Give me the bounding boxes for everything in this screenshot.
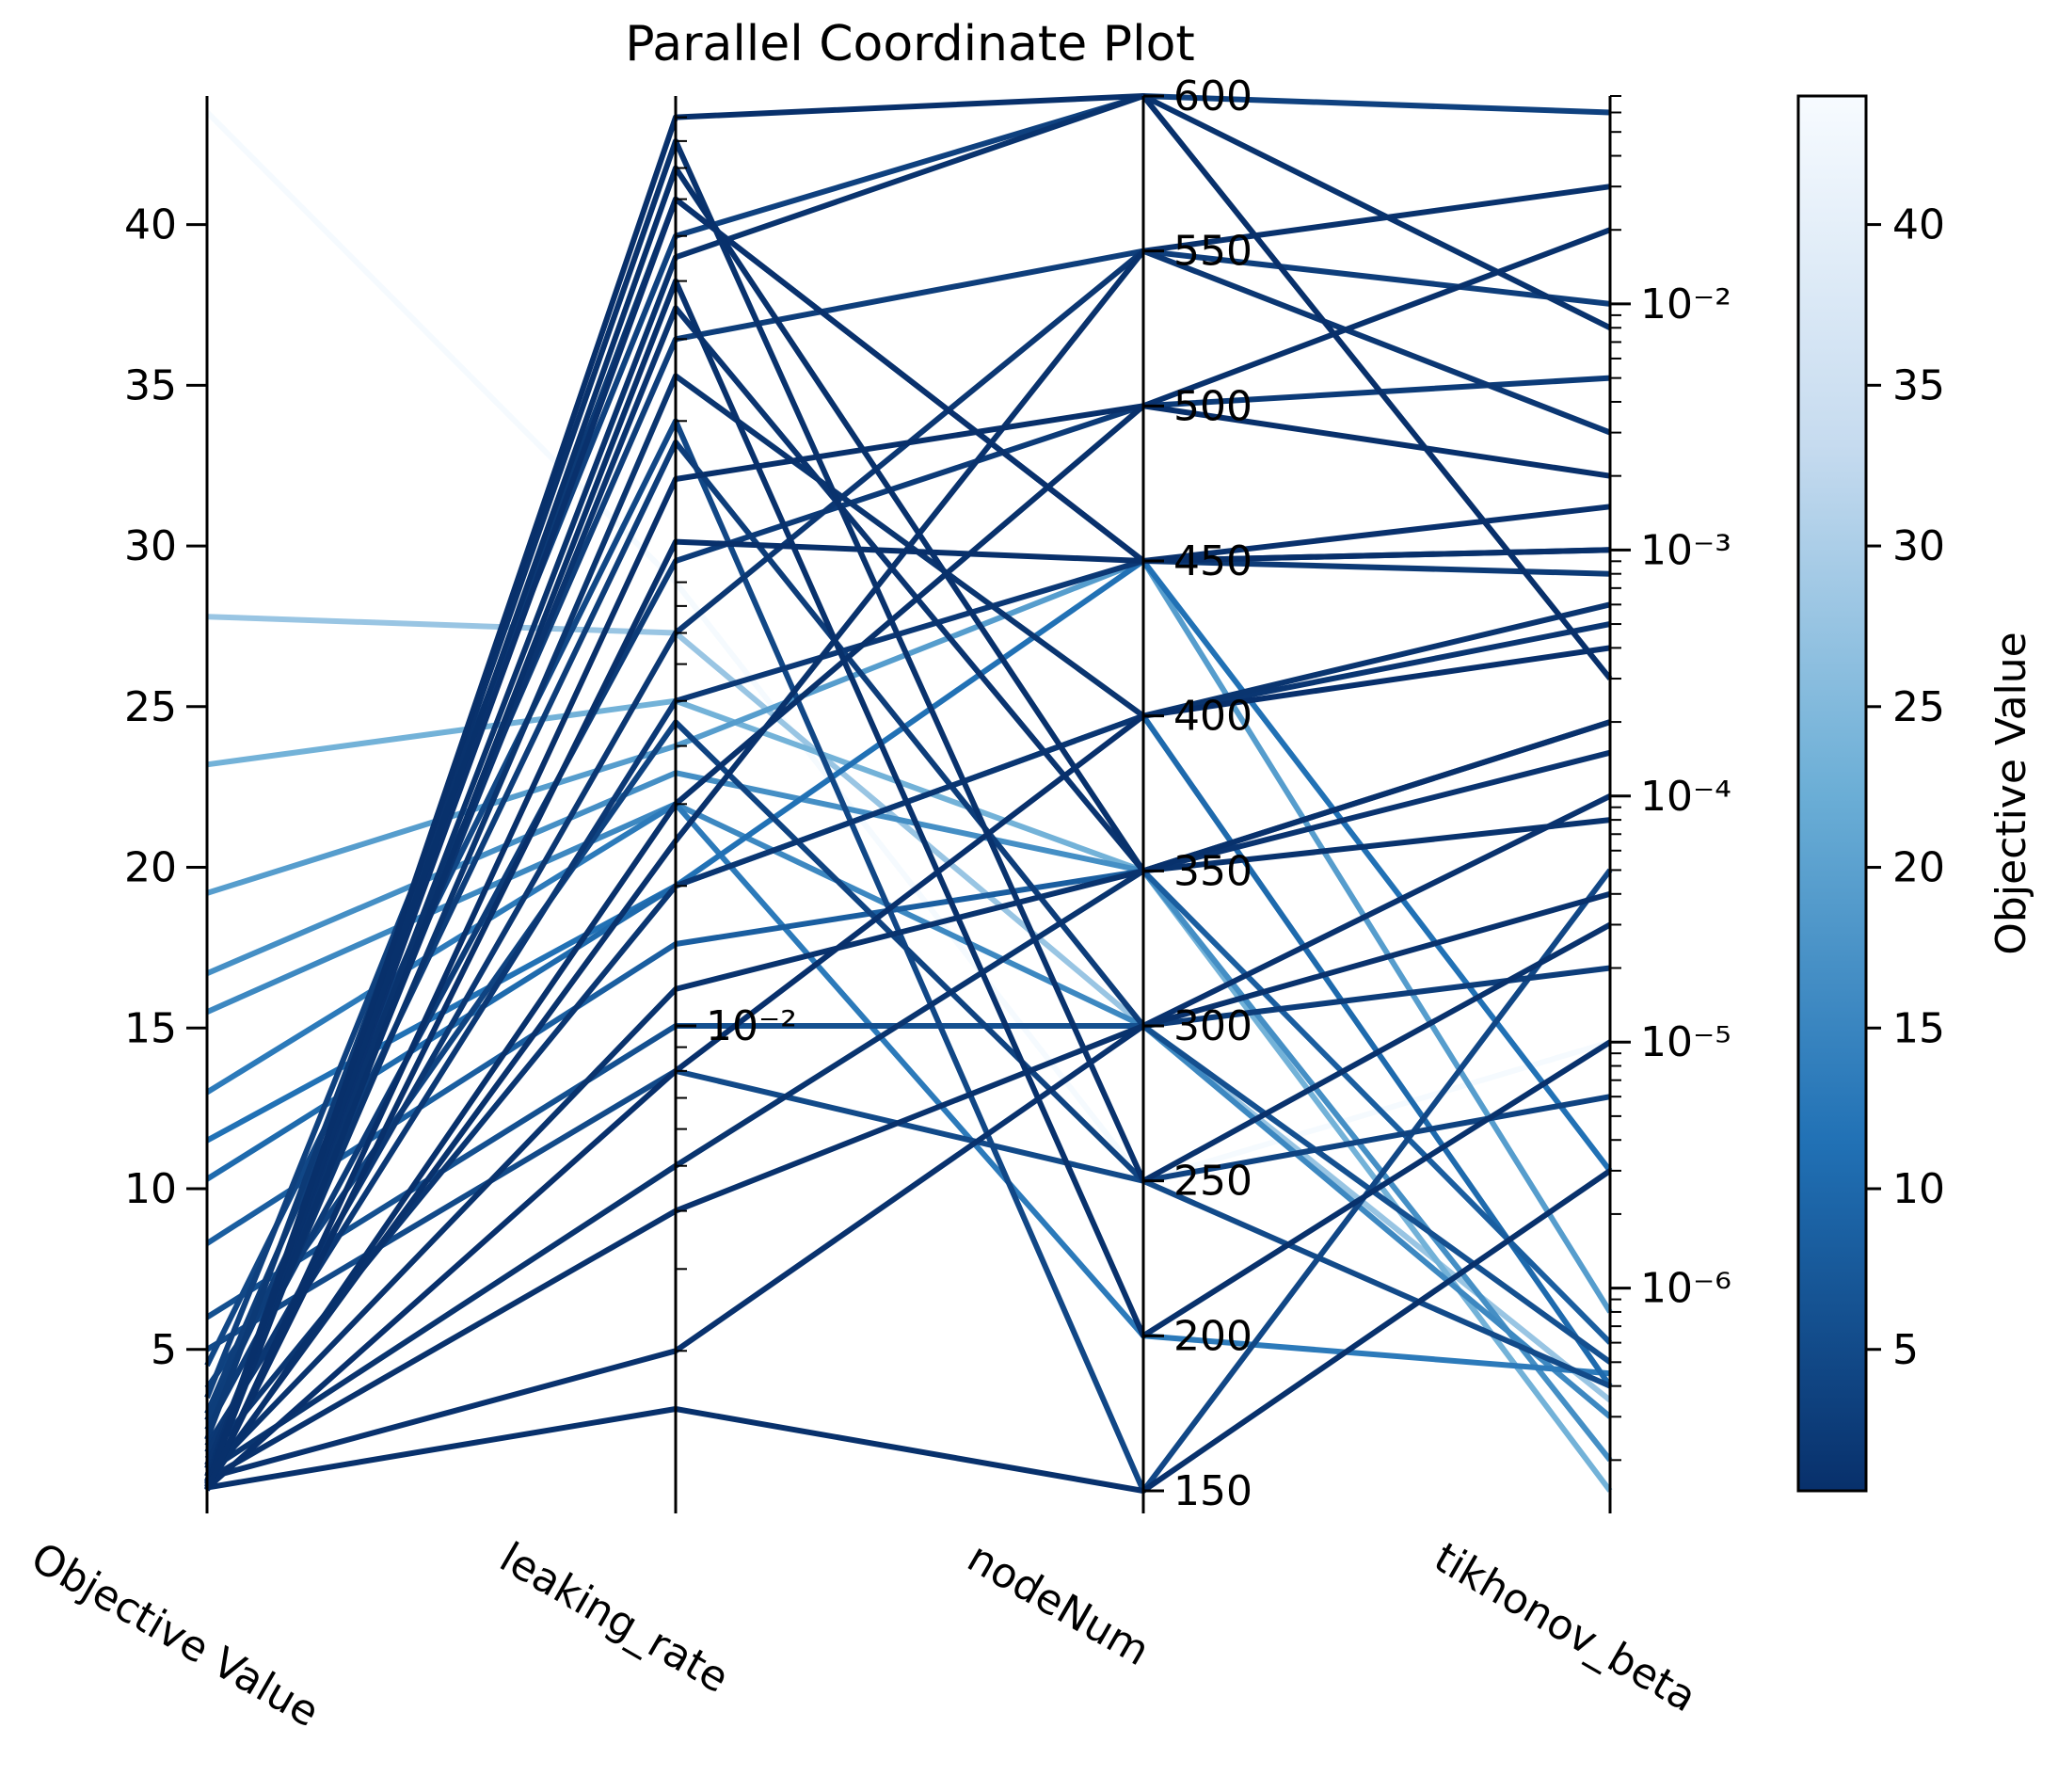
tick-label: 10⁻² bbox=[706, 1002, 797, 1050]
tick-label: 10⁻⁶ bbox=[1640, 1265, 1731, 1313]
colorbar-label: Objective Value bbox=[1987, 632, 2035, 954]
trial-line bbox=[205, 801, 1611, 1377]
trial-line bbox=[206, 614, 1612, 1403]
trial-line bbox=[204, 439, 1611, 1422]
trial-line bbox=[204, 109, 1611, 1184]
axis-name-label: tikhonov_beta bbox=[1427, 1533, 1705, 1721]
trial-line bbox=[205, 645, 1611, 1491]
colorbar-tick-label: 5 bbox=[1892, 1326, 1919, 1374]
colorbar-tick-label: 25 bbox=[1892, 683, 1945, 731]
tick-label: 15 bbox=[124, 1004, 177, 1052]
colorbar-gradient bbox=[1796, 94, 1868, 1493]
trial-line bbox=[205, 890, 1611, 1482]
colorbar-tick-label: 35 bbox=[1892, 361, 1945, 409]
tick-label: 450 bbox=[1173, 537, 1252, 585]
trial-line bbox=[206, 1168, 1612, 1494]
trial-line bbox=[204, 621, 1611, 1461]
colorbar-tick-label: 20 bbox=[1892, 844, 1945, 892]
trial-line bbox=[204, 375, 1611, 1432]
trial-line bbox=[205, 712, 1613, 1388]
trial-line bbox=[204, 227, 1612, 1488]
trial-line bbox=[205, 801, 1612, 1419]
trial-line bbox=[204, 403, 1611, 1492]
trial-line bbox=[204, 93, 1612, 1478]
trial-line bbox=[204, 719, 1611, 1390]
tick-label: 20 bbox=[124, 844, 177, 892]
trial-line bbox=[204, 184, 1611, 1483]
tick-label: 10⁻⁵ bbox=[1640, 1018, 1731, 1066]
trial-line bbox=[204, 248, 1612, 1454]
axis-objective-value: 5 10 15 20 25 30 35 40 Objective Value bbox=[24, 96, 327, 1736]
axis-name-label: Objective Value bbox=[24, 1533, 327, 1736]
axis-name-label: nodeNum bbox=[960, 1533, 1157, 1675]
trial-line bbox=[206, 793, 1612, 1481]
trial-line bbox=[204, 817, 1611, 1477]
tick-label: 150 bbox=[1173, 1467, 1252, 1515]
trial-line bbox=[204, 538, 1611, 1491]
tick-label: 30 bbox=[124, 522, 177, 570]
tick-label: 10 bbox=[124, 1165, 177, 1213]
parallel-axes: 5 10 15 20 25 30 35 40 Objective Value 10⁻² leakin… bbox=[24, 72, 1731, 1736]
tick-label: 300 bbox=[1173, 1002, 1252, 1050]
colorbar-tick-label: 40 bbox=[1892, 201, 1945, 249]
trial-line bbox=[204, 196, 1611, 1484]
tick-label: 500 bbox=[1173, 382, 1252, 430]
trial-line bbox=[204, 547, 1611, 1448]
chart-title: Parallel Coordinate Plot bbox=[625, 16, 1195, 72]
tick-label: 10⁻⁴ bbox=[1640, 773, 1731, 821]
trial-line bbox=[204, 165, 1611, 1488]
colorbar: Objective Value 5 10 15 20 25 30 35 40 bbox=[1796, 94, 2035, 1493]
data-lines bbox=[204, 93, 1613, 1494]
colorbar-tick-label: 10 bbox=[1892, 1165, 1945, 1213]
tick-label: 250 bbox=[1173, 1158, 1252, 1206]
tick-label: 350 bbox=[1173, 847, 1252, 895]
tick-label: 400 bbox=[1173, 693, 1252, 741]
tick-label: 10⁻² bbox=[1640, 280, 1731, 328]
trial-line bbox=[204, 278, 1612, 1486]
tick-label: 600 bbox=[1173, 72, 1252, 120]
trial-line bbox=[205, 868, 1613, 1345]
tick-label: 10⁻³ bbox=[1640, 526, 1731, 574]
colorbar-tick-label: 15 bbox=[1892, 1004, 1945, 1052]
tick-label: 5 bbox=[151, 1326, 177, 1374]
trial-line bbox=[205, 1067, 1612, 1389]
tick-label: 25 bbox=[124, 683, 177, 731]
tick-label: 40 bbox=[124, 201, 177, 249]
tick-label: 200 bbox=[1173, 1312, 1252, 1360]
trial-line bbox=[204, 93, 1613, 1491]
tick-label: 35 bbox=[124, 361, 177, 409]
axis-name-label: leaking_rate bbox=[492, 1533, 737, 1703]
tick-label: 550 bbox=[1173, 228, 1252, 276]
colorbar-tick-label: 30 bbox=[1892, 522, 1945, 570]
